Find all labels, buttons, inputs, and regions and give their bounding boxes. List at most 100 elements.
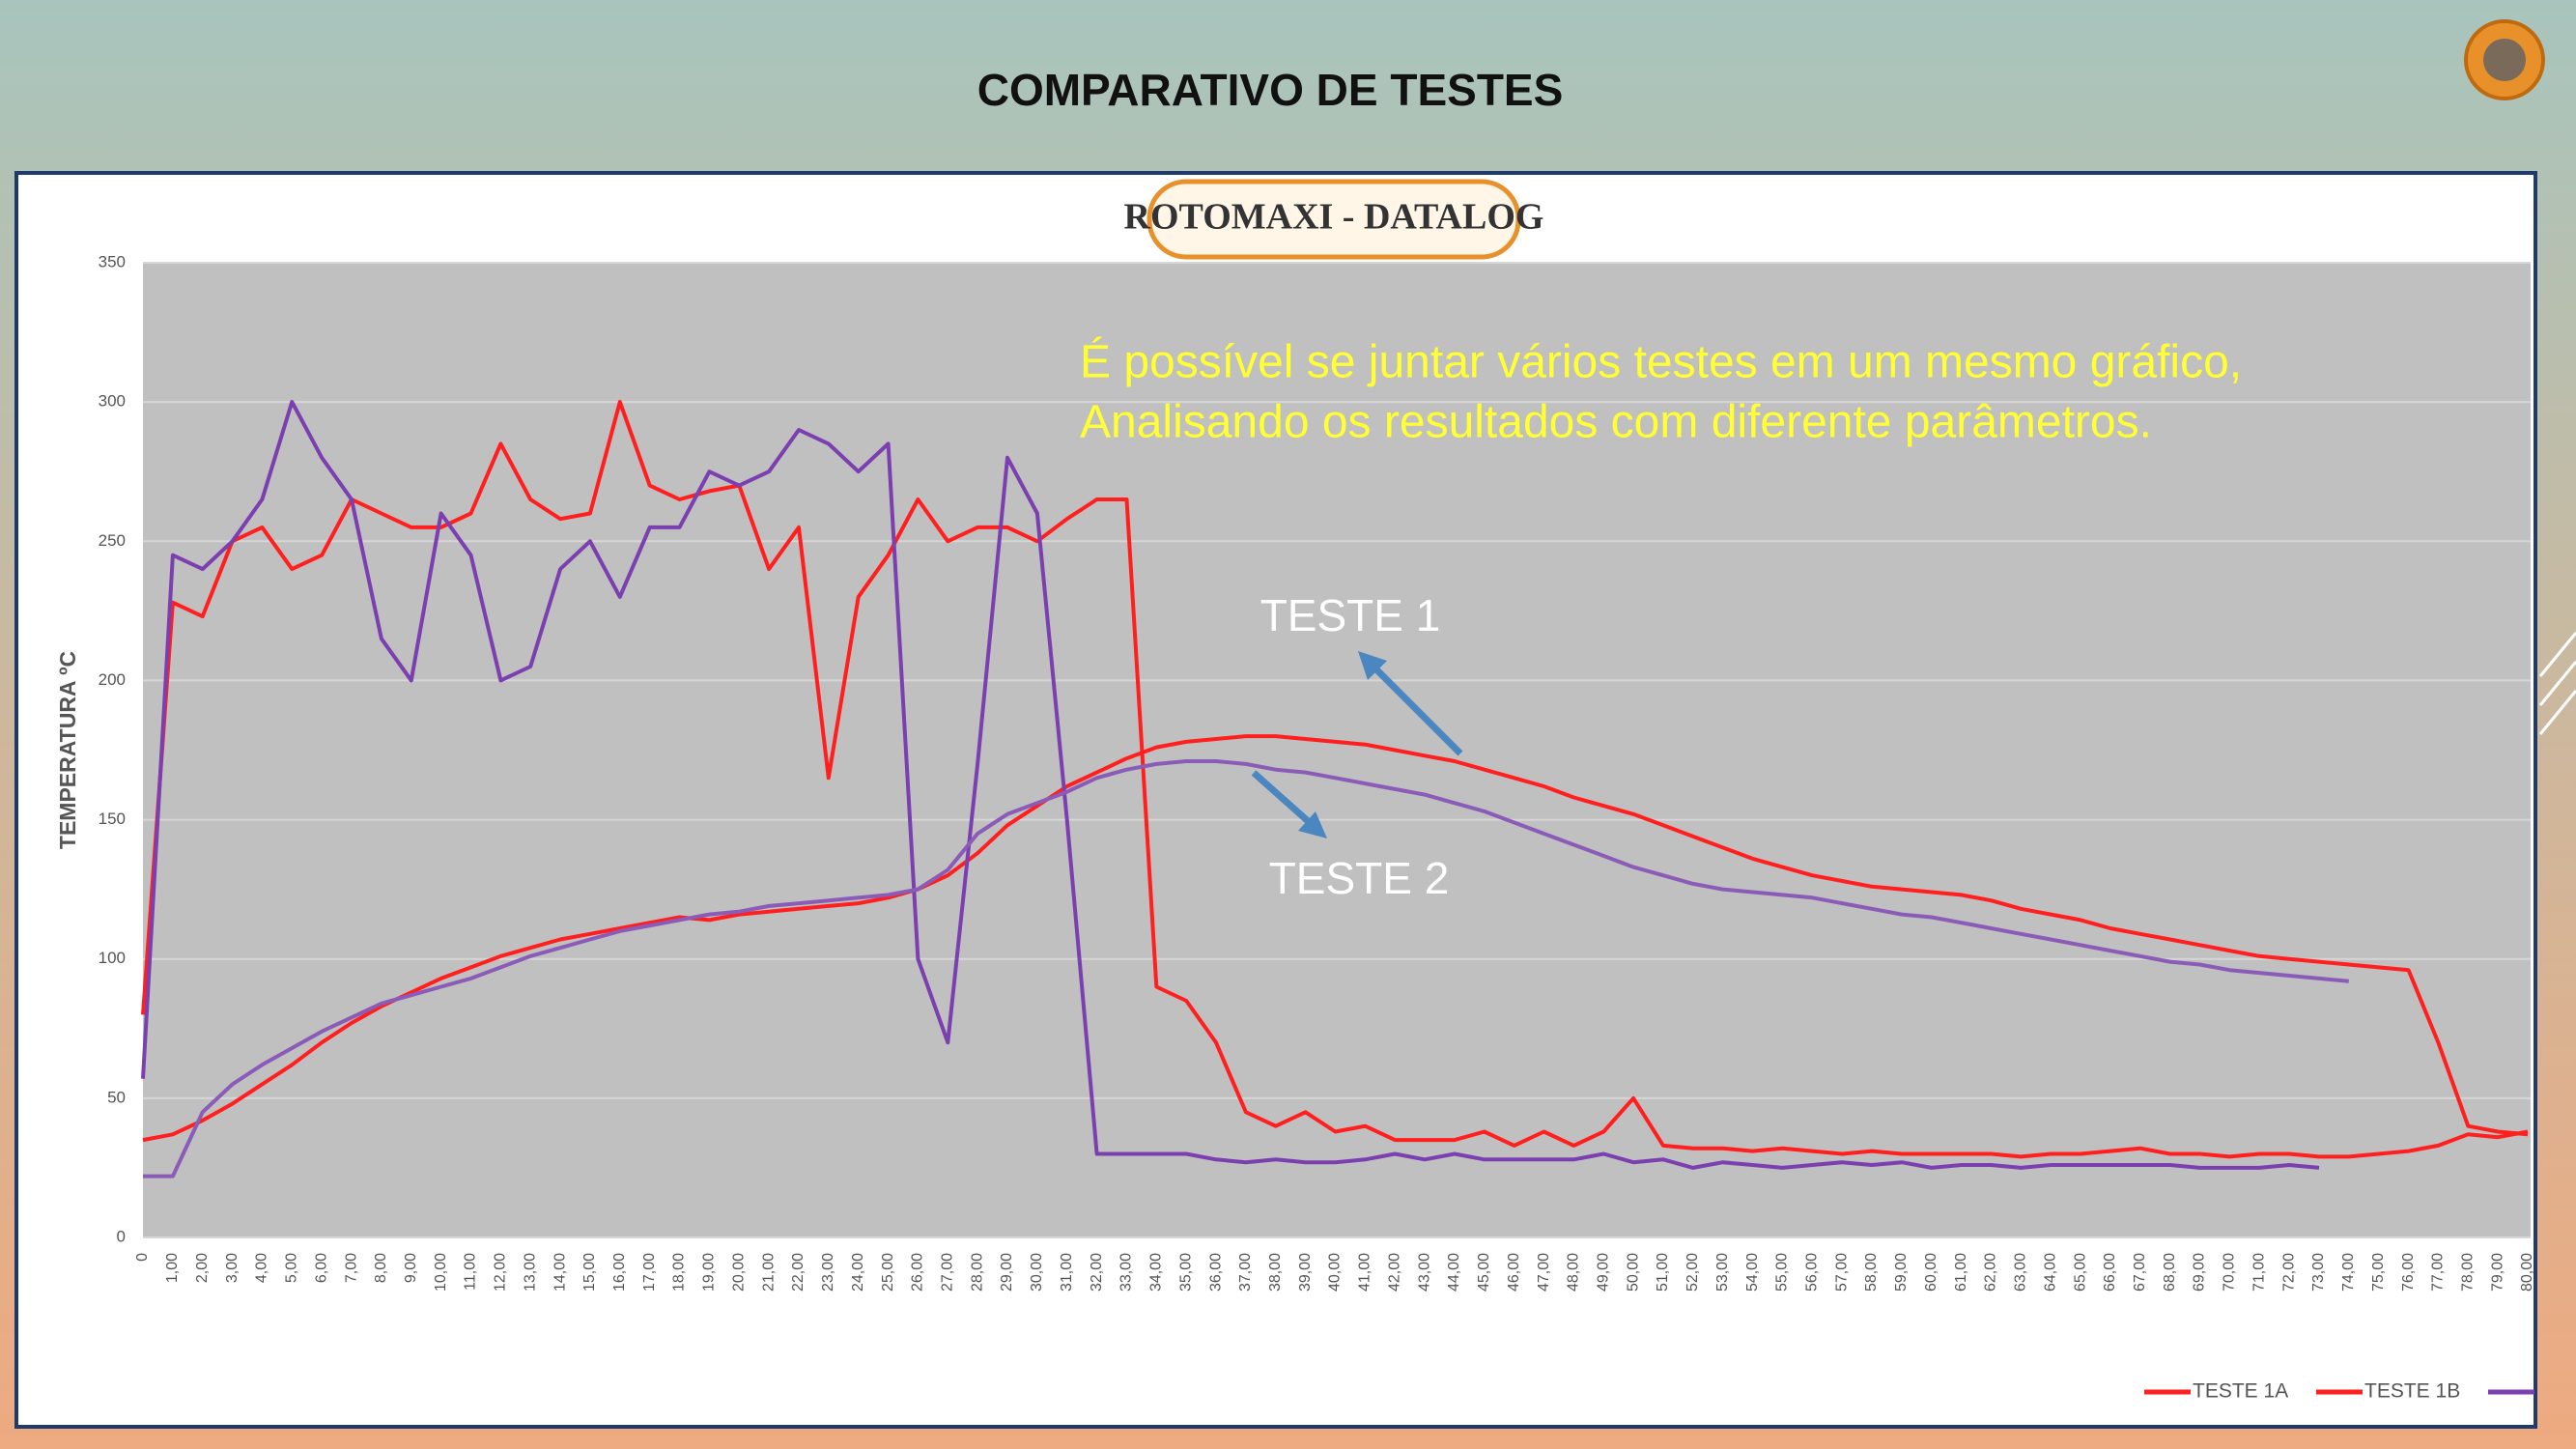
x-tick-label: 48,00 [1566, 1253, 1582, 1292]
x-tick-label: 11,00 [463, 1253, 479, 1291]
x-tick-label: 51,00 [1655, 1253, 1671, 1292]
legend-label: TESTE 1B [2364, 1380, 2460, 1403]
logo-text: ROTOMAXI - DATALOG [1124, 197, 1544, 238]
x-tick-label: 26,00 [910, 1253, 926, 1292]
x-tick-label: 28,00 [969, 1253, 985, 1292]
x-tick-label: 50,00 [1625, 1253, 1641, 1292]
x-tick-label: 45,00 [1476, 1253, 1492, 1292]
y-tick-label: 150 [99, 810, 126, 828]
x-tick-label: 68,00 [2162, 1253, 2178, 1292]
x-tick-label: 40,00 [1327, 1253, 1344, 1292]
x-tick-label: 47,00 [1536, 1253, 1552, 1292]
x-tick-label: 22,00 [790, 1253, 807, 1292]
x-tick-label: 78,00 [2459, 1253, 2476, 1292]
x-tick-label: 70,00 [2222, 1253, 2238, 1292]
x-tick-label: 5,00 [284, 1253, 300, 1283]
slide-title: COMPARATIVO DE TESTES [977, 65, 1564, 115]
x-tick-label: 1,00 [164, 1253, 181, 1283]
x-tick-label: 39,00 [1297, 1253, 1314, 1292]
series-line [141, 400, 2529, 1159]
legend-label: TESTE 1A [2193, 1380, 2288, 1403]
x-tick-label: 38,00 [1267, 1253, 1284, 1292]
y-tick-label: 250 [99, 531, 126, 550]
x-tick-label: 33,00 [1118, 1253, 1135, 1292]
series-line [143, 759, 2349, 1179]
annotation: É possível se juntar vários testes em um… [1080, 337, 2242, 388]
x-tick-label: 7,00 [343, 1253, 359, 1283]
x-tick-label: 13,00 [522, 1253, 538, 1292]
x-tick-label: 53,00 [1714, 1253, 1731, 1292]
x-tick-label: 46,00 [1506, 1253, 1522, 1292]
decoration [2538, 632, 2576, 735]
x-tick-label: 77,00 [2430, 1253, 2447, 1292]
x-tick-label: 16,00 [611, 1253, 628, 1292]
annotation: TESTE 2 [1269, 853, 1450, 903]
x-tick-label: 65,00 [2072, 1253, 2088, 1292]
series-line [141, 400, 2320, 1170]
y-tick-label: 350 [99, 252, 126, 270]
x-tick-label: 9,00 [403, 1253, 419, 1283]
x-tick-label: 6,00 [313, 1253, 329, 1283]
x-tick-label: 43,00 [1416, 1253, 1432, 1292]
x-tick-label: 59,00 [1893, 1253, 1910, 1292]
x-tick-label: 54,00 [1744, 1253, 1761, 1292]
y-tick-label: 100 [99, 949, 126, 967]
y-tick-label: 200 [99, 670, 126, 689]
x-tick-label: 66,00 [2102, 1253, 2118, 1292]
x-tick-label: 76,00 [2400, 1253, 2417, 1292]
x-tick-label: 31,00 [1059, 1253, 1075, 1292]
x-tick-label: 71,00 [2250, 1253, 2267, 1292]
x-tick-label: 25,00 [880, 1253, 896, 1292]
x-tick-label: 74,00 [2340, 1253, 2357, 1292]
x-tick-label: 19,00 [701, 1253, 718, 1292]
x-tick-label: 32,00 [1089, 1253, 1105, 1292]
x-tick-label: 34,00 [1148, 1253, 1165, 1292]
x-tick-label: 15,00 [581, 1253, 598, 1292]
x-tick-label: 20,00 [730, 1253, 747, 1292]
plot-area [143, 263, 2531, 1237]
x-tick-label: 64,00 [2042, 1253, 2058, 1292]
arrow-head [1358, 651, 1387, 680]
x-tick-label: 21,00 [760, 1253, 777, 1292]
y-axis-label: TEMPERATURA ºC [55, 651, 80, 849]
x-tick-label: 49,00 [1595, 1253, 1611, 1292]
x-tick-label: 24,00 [850, 1253, 866, 1292]
x-tick-label: 8,00 [373, 1253, 389, 1283]
x-tick-label: 4,00 [254, 1253, 270, 1283]
x-tick-label: 69,00 [2192, 1253, 2208, 1292]
x-tick-label: 75,00 [2370, 1253, 2387, 1292]
logo-pill [1146, 179, 1521, 260]
x-tick-label: 73,00 [2310, 1253, 2327, 1292]
x-tick-label: 18,00 [671, 1253, 688, 1292]
x-tick-label: 17,00 [641, 1253, 658, 1292]
x-tick-label: 52,00 [1684, 1253, 1701, 1292]
x-tick-label: 3,00 [224, 1253, 241, 1283]
x-tick-label: 63,00 [2013, 1253, 2029, 1292]
x-tick-label: 80,00 [2519, 1253, 2535, 1292]
x-tick-label: 61,00 [1953, 1253, 1969, 1292]
x-tick-label: 37,00 [1237, 1253, 1254, 1292]
chart: 0 50 100 150 200 250 300 350 0 1,00 2,00 3,00 4,00 5,… [55, 252, 2535, 1402]
arrow [1367, 660, 1463, 756]
x-tick-label: 42,00 [1386, 1253, 1402, 1292]
x-tick-label: 58,00 [1863, 1253, 1880, 1292]
annotation: TESTE 1 [1260, 590, 1441, 640]
x-tick-label: 60,00 [1923, 1253, 1939, 1292]
y-tick-label: 0 [117, 1227, 126, 1245]
y-tick-label: 300 [99, 392, 126, 411]
x-tick-label: 67,00 [2132, 1253, 2148, 1292]
x-tick-label: 10,00 [433, 1253, 449, 1292]
x-tick-label: 14,00 [552, 1253, 568, 1292]
x-tick-label: 12,00 [493, 1253, 509, 1292]
x-tick-label: 57,00 [1833, 1253, 1850, 1292]
x-tick-label: 30,00 [1029, 1253, 1045, 1292]
corner-logo-center [2483, 39, 2526, 81]
arrow-head [1298, 811, 1327, 838]
x-tick-label: 27,00 [940, 1253, 956, 1292]
x-tick-label: 35,00 [1177, 1253, 1194, 1292]
annotation: Analisando os resultados com diferente p… [1080, 397, 2152, 448]
y-tick-label: 50 [107, 1088, 126, 1106]
x-tick-label: 29,00 [999, 1253, 1015, 1292]
x-tick-label: 41,00 [1357, 1253, 1373, 1292]
